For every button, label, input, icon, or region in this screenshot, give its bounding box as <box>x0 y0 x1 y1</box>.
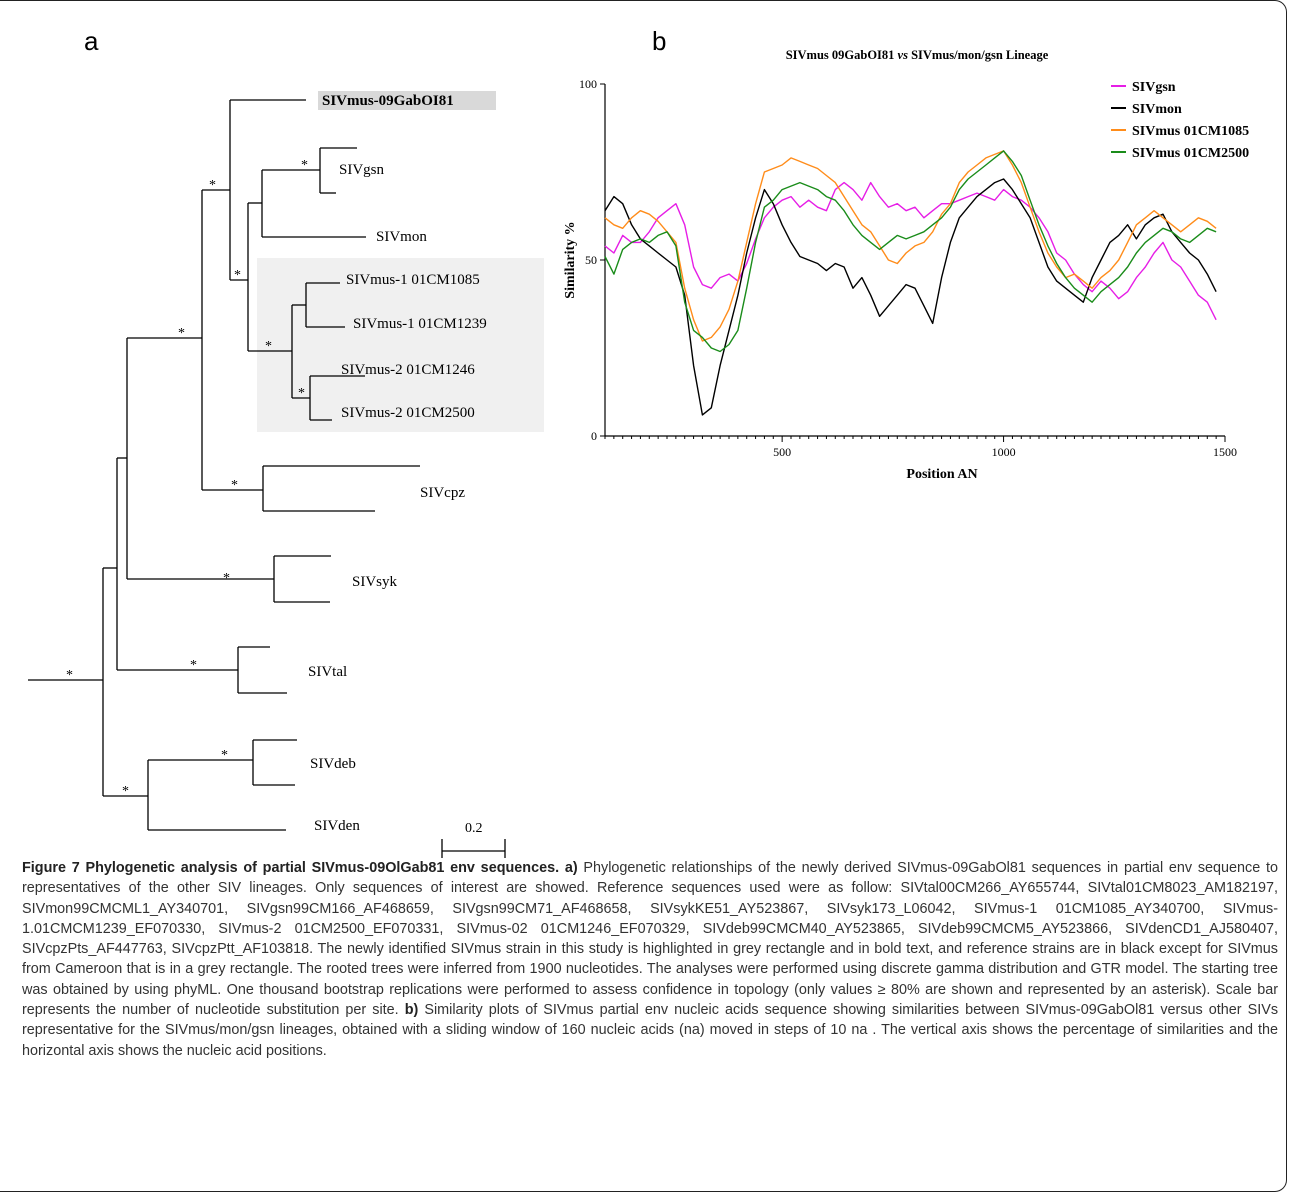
tip-label: SIVmon <box>376 229 427 245</box>
series-line-3 <box>604 150 1217 353</box>
scale-bar: 0.2 <box>441 821 506 858</box>
bootstrap-asterisk: * <box>265 339 272 354</box>
new-strain-highlight-box <box>318 91 496 110</box>
caption-b-text: Similarity plots of SIVmus partial env n… <box>22 1002 1279 1059</box>
bootstrap-asterisk: * <box>209 178 216 193</box>
bootstrap-asterisk: * <box>66 668 73 683</box>
bootstrap-asterisk: * <box>301 158 308 173</box>
legend: SIVgsn SIVmon SIVmus 01CM1085 SIVmus 01CM25… <box>1111 80 1249 161</box>
legend-entry: SIVmus 01CM1085 <box>1132 124 1249 139</box>
bootstrap-asterisk: * <box>298 386 305 401</box>
bootstrap-asterisk: * <box>122 784 129 799</box>
series-line-2 <box>604 150 1217 342</box>
tip-label: SIVmus-1 01CM1239 <box>353 316 487 332</box>
legend-entry: SIVgsn <box>1132 80 1176 95</box>
y-tick-label: 100 <box>579 77 597 91</box>
similarity-plot: SIVmus 09GabOI81 vs SIVmus/mon/gsn Linea… <box>563 48 1249 482</box>
tip-label: SIVmus-1 01CM1085 <box>346 272 480 288</box>
panel-b-letter: b <box>652 26 666 56</box>
figure-graphics: a b <box>28 26 1249 858</box>
x-tick-label: 1500 <box>1213 445 1237 459</box>
y-tick-label: 0 <box>591 429 597 443</box>
caption-a-label: a) <box>564 860 578 876</box>
x-tick-label: 500 <box>773 445 791 459</box>
phylogenetic-tree <box>28 91 544 831</box>
panel-a-letter: a <box>84 26 99 56</box>
x-axis-label: Position AN <box>906 467 977 482</box>
series-line-0 <box>604 181 1217 321</box>
tip-label: SIVtal <box>308 664 347 680</box>
tip-label-new-strain: SIVmus-09GabOI81 <box>322 93 454 109</box>
tip-label: SIVmus-2 01CM2500 <box>341 405 475 421</box>
series-line-1 <box>604 178 1217 416</box>
caption-b-label: b) <box>404 1002 419 1019</box>
caption-title: Figure 7 Phylogenetic analysis of partia… <box>22 860 560 876</box>
bootstrap-asterisk: * <box>190 658 197 673</box>
tip-label: SIVgsn <box>339 162 385 178</box>
legend-entry: SIVmon <box>1132 102 1182 117</box>
caption-a-text: Phylogenetic relationships of the newly … <box>22 860 1279 1019</box>
tip-label: SIVdeb <box>310 756 356 772</box>
y-axis-label: Similarity % <box>563 221 578 298</box>
bootstrap-asterisk: * <box>234 268 241 283</box>
bootstrap-asterisk: * <box>221 748 228 763</box>
tip-label: SIVmus-2 01CM1246 <box>341 362 475 378</box>
legend-entry: SIVmus 01CM2500 <box>1132 146 1249 161</box>
figure-caption: Figure 7 Phylogenetic analysis of partia… <box>22 858 1278 1061</box>
bootstrap-asterisk: * <box>231 478 238 493</box>
scale-bar-label: 0.2 <box>465 821 483 836</box>
tip-label: SIVsyk <box>352 574 398 590</box>
tip-label: SIVcpz <box>420 485 465 501</box>
bootstrap-asterisk: * <box>178 326 185 341</box>
x-tick-label: 1000 <box>992 445 1016 459</box>
bootstrap-asterisk: * <box>223 571 230 586</box>
chart-title: SIVmus 09GabOI81 vs SIVmus/mon/gsn Linea… <box>786 48 1049 62</box>
cameroon-mus-highlight-box <box>257 258 544 432</box>
y-tick-label: 50 <box>585 253 597 267</box>
tip-label: SIVden <box>314 818 360 834</box>
